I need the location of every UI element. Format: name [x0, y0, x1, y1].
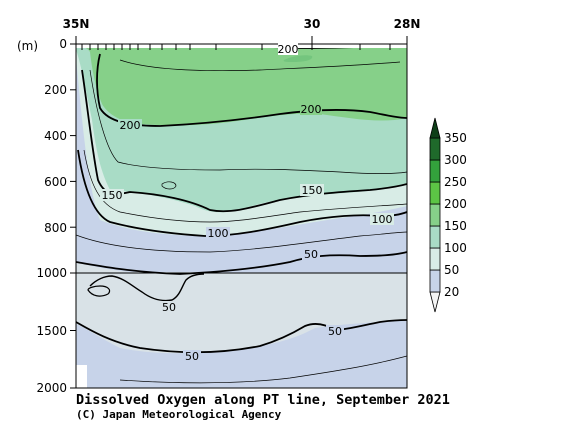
colorbar-label: 350: [444, 131, 467, 145]
contour-label: 100: [372, 213, 393, 226]
colorbar-swatch: [429, 247, 441, 271]
contour-50-loop: [87, 285, 111, 297]
colorbar-swatch: [429, 269, 441, 293]
depth-tick-label: 2000: [36, 381, 67, 395]
depth-tick-label: 1000: [36, 266, 67, 280]
contour-thin-250: [119, 59, 401, 72]
contour-label: 150: [102, 189, 123, 202]
depth-tick-label: 800: [44, 221, 67, 235]
colorbar-label: 50: [444, 263, 459, 277]
contour-label: 200: [120, 119, 141, 132]
contour-thin-125: [83, 149, 407, 223]
colorbar-label: 250: [444, 175, 467, 189]
bottom-notch: [76, 365, 87, 388]
contour-label: 50: [185, 350, 199, 363]
top-strip: [76, 44, 407, 48]
depth-ticks: [70, 43, 76, 389]
colorbar-arrow-top: [429, 117, 441, 139]
colorbar-swatch: [429, 137, 441, 161]
contour-150: [81, 69, 407, 213]
plot-frame: [75, 43, 408, 389]
band-250-surface: [283, 55, 313, 62]
contour-thin-deep: [119, 355, 407, 384]
colorbar-label: 150: [444, 219, 467, 233]
contour-50-upper: [76, 251, 407, 275]
colorbar-label: 300: [444, 153, 467, 167]
chart-title: Dissolved Oxygen along PT line, Septembe…: [76, 392, 450, 408]
contour-fills: [76, 44, 407, 354]
depth-tick-label: 200: [44, 83, 67, 97]
contour-thin-175: [89, 69, 407, 174]
contour-thin-75: [76, 231, 407, 253]
contour-label: 200: [301, 103, 322, 116]
lat-label-28n: 28N: [394, 17, 421, 31]
contour-label-group: 200 200 200 150 150 100 100 50 50 50 50: [100, 43, 394, 363]
colorbar-label: 200: [444, 197, 467, 211]
contour-200-main: [96, 53, 407, 127]
contour-label: 50: [162, 301, 176, 314]
colorbar: 20 50 100 150 200 250 300 350: [429, 117, 467, 313]
contour-label: 100: [208, 227, 229, 240]
lat-label-35n: 35N: [63, 17, 90, 31]
chart-credit: (C) Japan Meteorological Agency: [76, 408, 282, 421]
colorbar-swatch: [429, 181, 441, 205]
contour-50-deep: [76, 319, 407, 354]
band-tongue: [76, 262, 200, 301]
lat-major-ticks: [75, 36, 408, 44]
contour-label: 50: [328, 325, 342, 338]
colorbar-label: 100: [444, 241, 467, 255]
colorbar-arrow-bottom: [429, 291, 441, 313]
lat-label-30: 30: [304, 17, 321, 31]
band-200-250: [76, 44, 407, 126]
contour-label: 200: [278, 43, 299, 56]
colorbar-label: 20: [444, 285, 459, 299]
colorbar-swatch: [429, 225, 441, 249]
colorbar-swatch: [429, 203, 441, 227]
depth-tick-label: 600: [44, 175, 67, 189]
contour-label: 150: [302, 184, 323, 197]
contour-50-tongue: [89, 273, 205, 302]
depth-unit-label: (m): [17, 39, 38, 53]
station-ticks: [81, 44, 391, 50]
contour-label: 50: [304, 248, 318, 261]
depth-tick-label: 0: [59, 37, 67, 51]
depth-tick-label: 1500: [36, 324, 67, 338]
colorbar-swatch: [429, 159, 441, 183]
depth-tick-label: 400: [44, 129, 67, 143]
contour-small-loop: [161, 181, 177, 190]
